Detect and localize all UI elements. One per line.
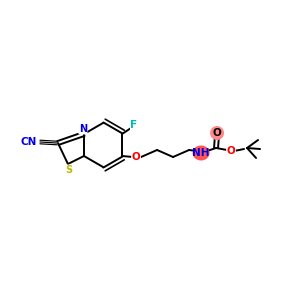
Text: O: O — [213, 128, 221, 138]
Ellipse shape — [210, 126, 224, 140]
Text: O: O — [227, 146, 236, 156]
Text: N: N — [79, 124, 87, 134]
Ellipse shape — [193, 146, 210, 160]
Text: S: S — [65, 165, 73, 175]
Text: F: F — [130, 120, 138, 130]
Text: NH: NH — [192, 148, 210, 158]
Text: O: O — [132, 152, 140, 162]
Text: CN: CN — [21, 137, 37, 147]
